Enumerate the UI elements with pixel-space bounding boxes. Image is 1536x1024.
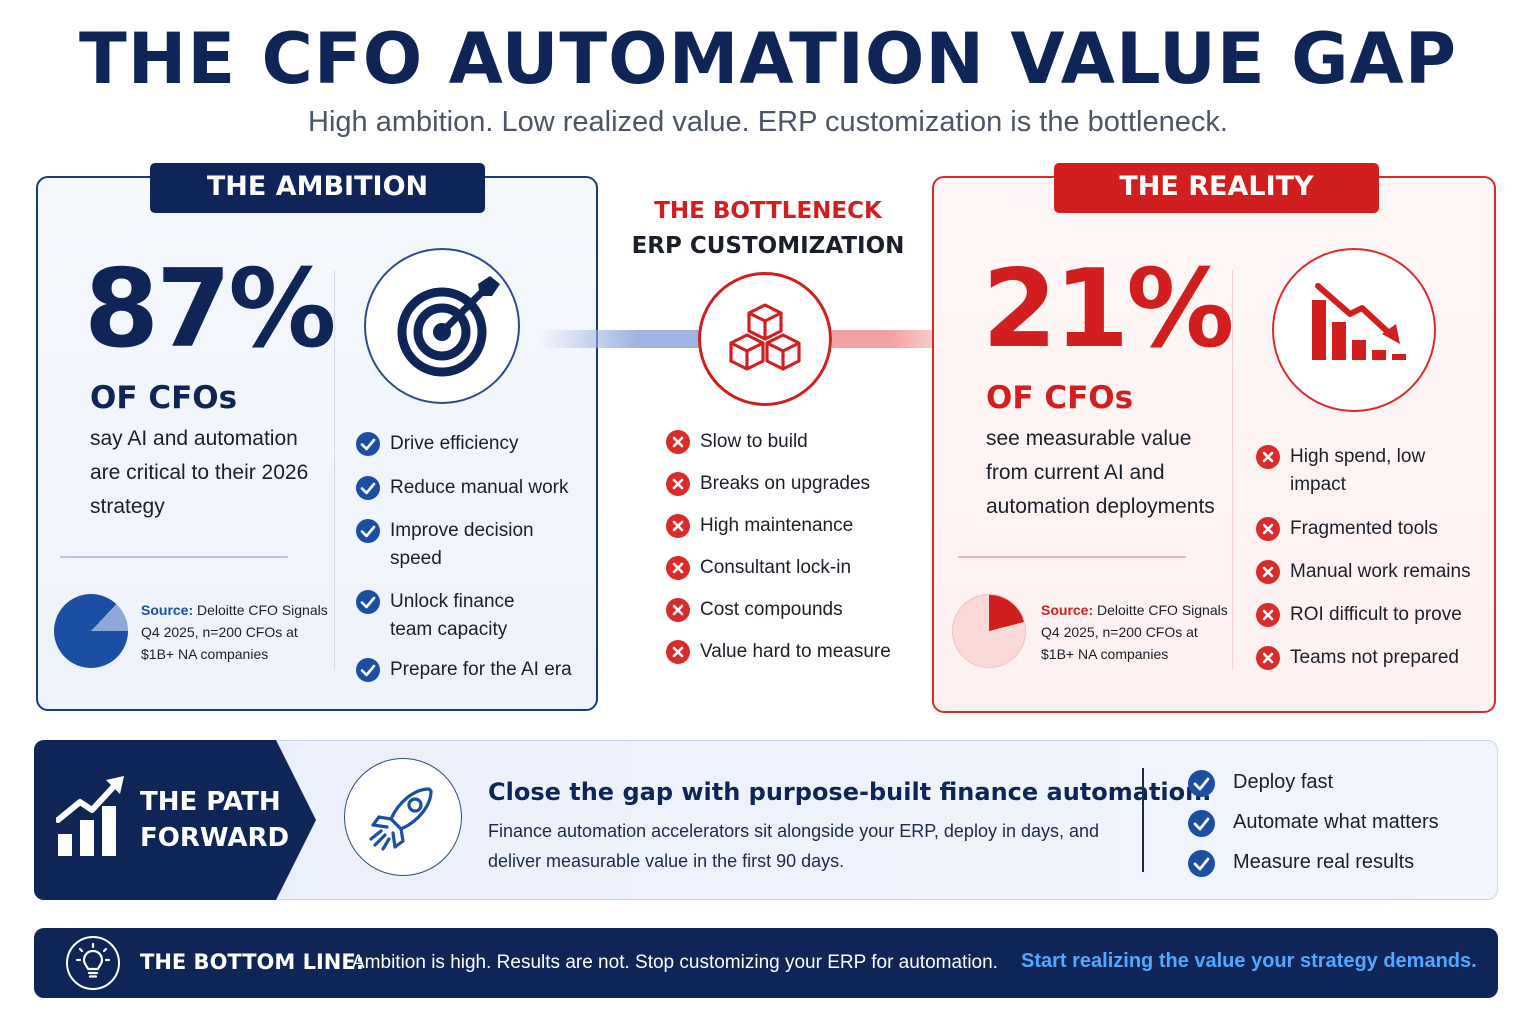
path-forward-label: THE PATH FORWARD: [140, 787, 290, 853]
path-heading: Close the gap with purpose-built finance…: [488, 778, 1212, 806]
list-item: Fragmented tools: [1256, 515, 1486, 543]
list-item: Unlock finance team capacity: [356, 588, 556, 644]
list-item: Cost compounds: [666, 596, 916, 624]
check-icon: [1188, 850, 1215, 877]
check-icon: [1188, 770, 1215, 797]
ambition-source: Source: Deloitte CFO Signals Q4 2025, n=…: [141, 599, 331, 665]
list-item: Value hard to measure: [666, 638, 916, 666]
ambition-list: Drive efficiency Reduce manual work Impr…: [356, 430, 586, 684]
ambition-panel: [36, 176, 598, 711]
list-item: Reduce manual work: [356, 474, 586, 502]
bottom-line-label: THE BOTTOM LINE:: [140, 950, 365, 974]
list-item: ROI difficult to prove: [1256, 601, 1486, 629]
ambition-stat-unit: OF CFOs: [90, 380, 238, 416]
ambition-stat: 87%: [84, 247, 337, 372]
cubes-icon: [698, 272, 832, 406]
x-icon: [666, 598, 690, 622]
list-item: Manual work remains: [1256, 558, 1486, 586]
path-divider: [1142, 768, 1144, 872]
ambition-column-divider: [334, 270, 335, 670]
ambition-tag: THE AMBITION: [150, 163, 485, 213]
bottleneck-list: Slow to build Breaks on upgrades High ma…: [666, 428, 916, 666]
x-icon: [666, 472, 690, 496]
declining-chart-icon: [1272, 248, 1436, 412]
bottleneck-subtitle: ERP CUSTOMIZATION: [631, 233, 905, 259]
bottom-line-text: Ambition is high. Results are not. Stop …: [352, 952, 998, 973]
x-icon: [666, 430, 690, 454]
reality-description: see measurable value from current AI and…: [986, 427, 1215, 518]
check-icon: [356, 432, 380, 456]
list-item: Breaks on upgrades: [666, 470, 916, 498]
list-item: Automate what matters: [1188, 808, 1478, 837]
ambition-source-label: Source:: [141, 602, 194, 618]
x-icon: [666, 640, 690, 664]
reality-column-divider: [1232, 270, 1233, 670]
page-subtitle: High ambition. Low realized value. ERP c…: [308, 106, 1228, 138]
reality-pie-chart: [952, 594, 1026, 668]
reality-stat-unit: OF CFOs: [986, 380, 1134, 416]
check-icon: [356, 519, 380, 543]
reality-tag: THE REALITY: [1054, 163, 1379, 213]
check-icon: [1188, 810, 1215, 837]
reality-source-text: Deloitte CFO Signals Q4 2025, n=200 CFOs…: [1041, 602, 1228, 662]
reality-stat: 21%: [982, 247, 1235, 372]
target-icon: [364, 248, 520, 404]
ambition-description: say AI and automation are critical to th…: [90, 427, 309, 518]
bottleneck-title: THE BOTTLENECK: [654, 198, 882, 224]
connector-left: [540, 330, 700, 348]
x-icon: [1256, 603, 1280, 627]
x-icon: [666, 556, 690, 580]
reality-list: High spend, low impact Fragmented tools …: [1256, 443, 1486, 672]
list-item: Deploy fast: [1188, 768, 1478, 797]
reality-source: Source: Deloitte CFO Signals Q4 2025, n=…: [1041, 599, 1231, 665]
ambition-source-text: Deloitte CFO Signals Q4 2025, n=200 CFOs…: [141, 602, 328, 662]
list-item: High maintenance: [666, 512, 916, 540]
list-item: Prepare for the AI era: [356, 656, 586, 684]
growth-chart-icon: [55, 776, 126, 863]
list-item: Measure real results: [1188, 848, 1478, 877]
list-item: Drive efficiency: [356, 430, 586, 458]
bottom-line-bar: [34, 928, 1498, 998]
x-icon: [1256, 445, 1280, 469]
ambition-divider: [60, 556, 288, 558]
x-icon: [1256, 646, 1280, 670]
rocket-icon: [344, 758, 462, 876]
x-icon: [1256, 517, 1280, 541]
list-item: Consultant lock-in: [666, 554, 916, 582]
lightbulb-icon: [66, 936, 120, 990]
check-icon: [356, 590, 380, 614]
x-icon: [666, 514, 690, 538]
check-icon: [356, 476, 380, 500]
path-forward-label-block: [34, 740, 316, 900]
reality-source-label: Source:: [1041, 602, 1094, 618]
list-item: Teams not prepared: [1256, 644, 1486, 672]
bottom-line-cta-link[interactable]: Start realizing the value your strategy …: [1021, 950, 1477, 972]
page-title: THE CFO AUTOMATION VALUE GAP: [78, 18, 1458, 100]
list-item: High spend, low impact: [1256, 443, 1486, 499]
list-item: Slow to build: [666, 428, 916, 456]
ambition-pie-chart: [54, 594, 128, 668]
reality-divider: [958, 556, 1186, 558]
path-list: Deploy fast Automate what matters Measur…: [1188, 768, 1478, 877]
x-icon: [1256, 560, 1280, 584]
check-icon: [356, 658, 380, 682]
path-body: Finance automation accelerators sit alon…: [488, 821, 1100, 871]
list-item: Improve decision speed: [356, 517, 586, 573]
